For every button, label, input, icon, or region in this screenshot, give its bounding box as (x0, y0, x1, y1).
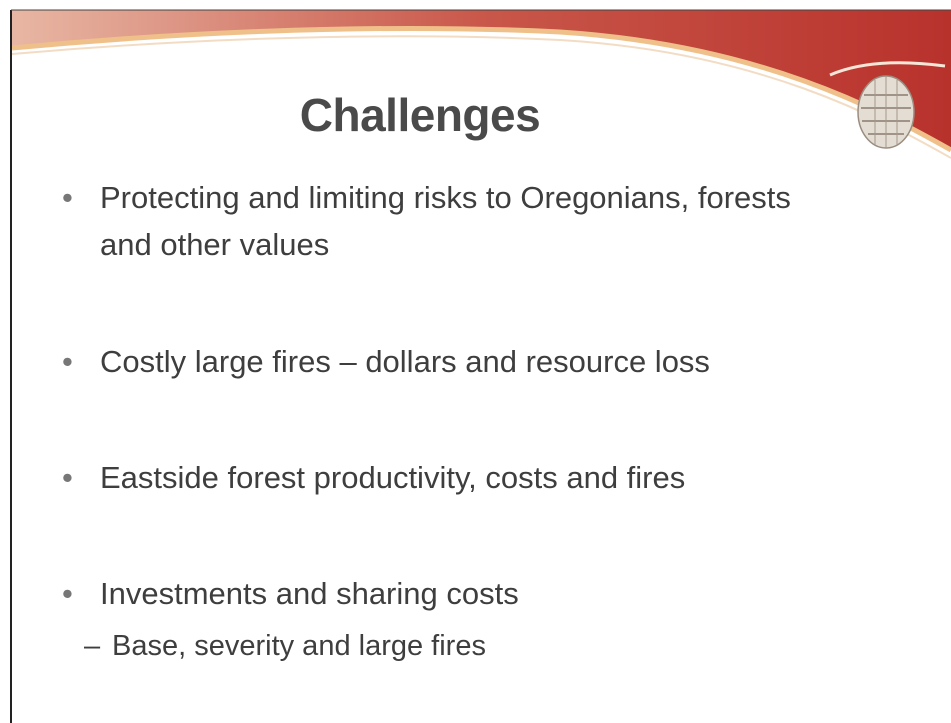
slide-title: Challenges (0, 88, 840, 142)
bullet: Costly large fires – dollars and resourc… (100, 338, 840, 385)
bullet: Eastside forest productivity, costs and … (100, 454, 840, 501)
bullet: Protecting and limiting risks to Oregoni… (100, 174, 840, 268)
bullet: Investments and sharing costs (100, 570, 840, 617)
sub-bullet: Base, severity and large fires (112, 630, 486, 663)
slide: Challenges Protecting and limiting risks… (0, 0, 951, 723)
